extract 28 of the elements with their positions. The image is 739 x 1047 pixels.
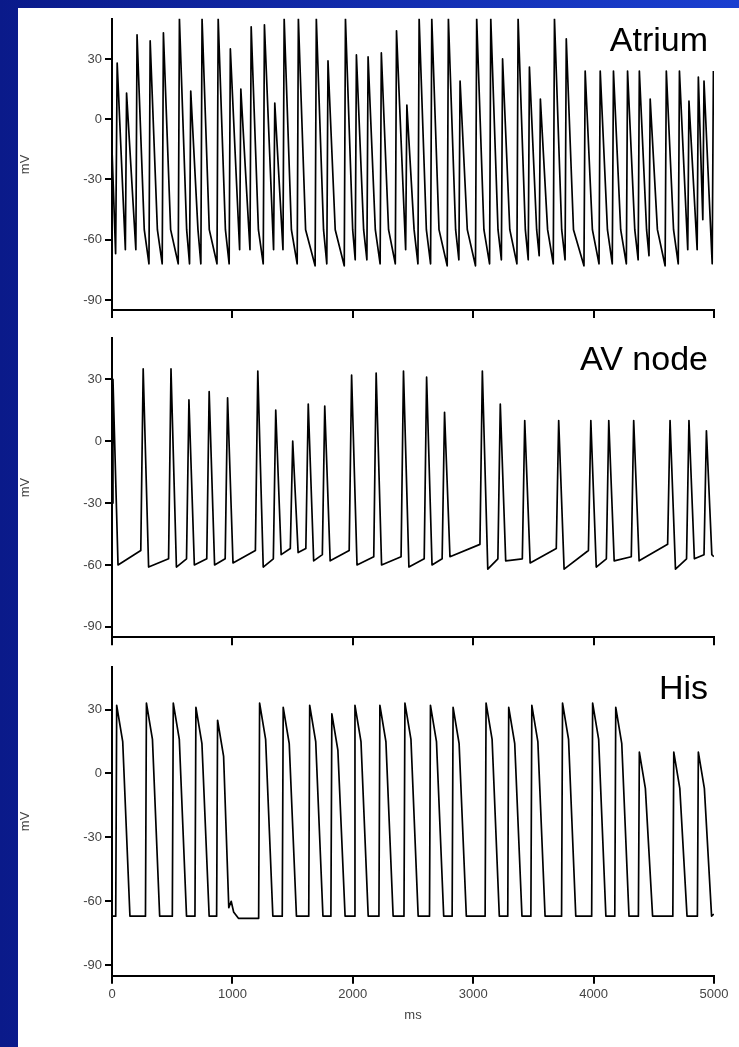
y-tick-label: -90	[83, 291, 102, 307]
y-axis-title: mV	[17, 154, 33, 175]
y-tick-label: -60	[83, 231, 102, 247]
x-tick-label: 2000	[338, 986, 368, 1002]
y-tick-label: -60	[83, 556, 102, 572]
y-axis-title: mV	[17, 477, 33, 498]
x-tick-label: 4000	[579, 986, 609, 1002]
y-tick-label: -90	[83, 956, 102, 972]
y-tick-label: -90	[83, 618, 102, 634]
chart-title: His	[658, 668, 708, 707]
y-tick-label: 0	[94, 110, 102, 126]
y-tick-label: -30	[83, 494, 102, 510]
y-tick-label: -60	[83, 892, 102, 908]
x-tick-label: 3000	[458, 986, 488, 1002]
chart-title: AV node	[580, 339, 708, 378]
x-tick-label: 5000	[699, 986, 729, 1002]
x-tick-label: 1000	[217, 986, 247, 1002]
y-tick-label: -30	[83, 828, 102, 844]
chart-title: Atrium	[609, 20, 708, 59]
x-tick-label: 0	[108, 986, 116, 1002]
y-axis-title: mV	[17, 811, 33, 832]
y-tick-label: 30	[87, 50, 102, 66]
y-tick-label: 0	[94, 765, 102, 781]
x-axis-title: ms	[404, 1006, 423, 1022]
y-tick-label: 0	[94, 432, 102, 448]
y-tick-label: -30	[83, 171, 102, 187]
y-tick-label: 30	[87, 701, 102, 717]
y-tick-label: 30	[87, 370, 102, 386]
